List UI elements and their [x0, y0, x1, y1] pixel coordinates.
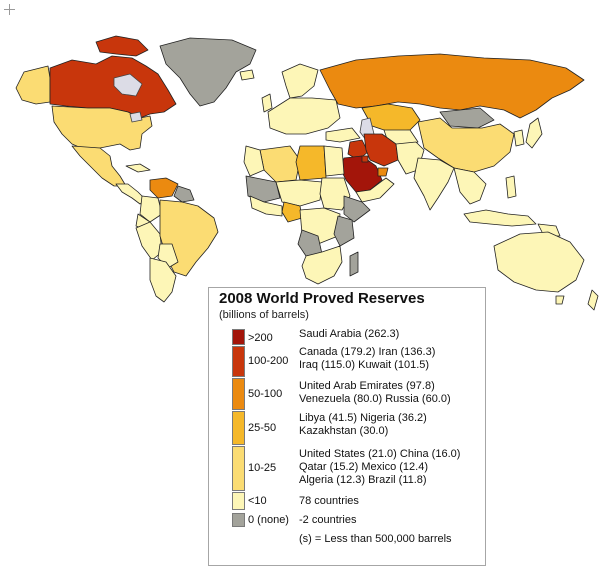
legend-country-line: Venezuela (80.0) Russia (60.0) [299, 393, 451, 405]
legend-countries: Libya (41.5) Nigeria (36.2) Kazakhstan (… [299, 412, 427, 438]
region-chad-niger [275, 179, 323, 207]
region-sahel-west [245, 175, 281, 203]
region-indonesia [463, 209, 537, 227]
legend-range: 50-100 [248, 388, 283, 400]
legend-countries: Saudi Arabia (262.3) [299, 328, 399, 341]
legend-swatch [232, 378, 245, 410]
region-greenland [159, 37, 257, 107]
region-iceland [239, 69, 255, 81]
region-peru [135, 221, 163, 261]
legend-range: 25-50 [248, 422, 277, 434]
legend-country-line: Saudi Arabia (262.3) [299, 328, 400, 340]
legend: 2008 World Proved Reserves (billions of … [208, 287, 486, 566]
region-scandinavia [281, 63, 319, 99]
legend-country-line: United States (21.0) China (16.0) [299, 448, 461, 460]
legend-range: <10 [248, 495, 267, 507]
region-arctic-islands [95, 35, 149, 57]
legend-countries: 78 countries [299, 495, 359, 508]
region-india [413, 157, 455, 211]
legend-range: 0 (none) [248, 514, 289, 526]
legend-country-line: -2 countries [299, 514, 357, 526]
region-russia [319, 53, 585, 119]
region-cuba [125, 163, 151, 173]
region-southeast-asia [453, 167, 487, 205]
region-mexico [71, 145, 127, 187]
region-united-kingdom [261, 93, 273, 113]
region-japan [525, 117, 543, 149]
legend-swatch [232, 411, 245, 445]
region-philippines [505, 175, 517, 199]
region-uae [377, 167, 389, 177]
region-southern-africa [301, 245, 343, 285]
region-turkey [325, 127, 361, 143]
legend-swatch [232, 329, 245, 345]
region-west-africa-coast [249, 195, 283, 217]
legend-countries: -2 countries [299, 514, 356, 527]
region-great-lakes [129, 111, 143, 123]
region-kuwait [361, 155, 369, 163]
region-alaska [15, 65, 51, 105]
region-guianas [173, 185, 195, 203]
legend-countries: United States (21.0) China (16.0) Qatar … [299, 448, 460, 487]
region-argentina-chile [149, 257, 177, 303]
legend-country-line: Algeria (12.3) Brazil (11.8) [299, 474, 427, 486]
region-venezuela [149, 177, 179, 199]
region-europe [267, 97, 341, 135]
region-united-states [51, 105, 153, 151]
region-morocco [243, 145, 265, 177]
legend-countries: Canada (179.2) Iran (136.3) Iraq (115.0)… [299, 346, 435, 372]
legend-range: >200 [248, 332, 273, 344]
legend-swatch [232, 346, 245, 377]
region-new-zealand [587, 289, 599, 311]
region-east-africa [333, 215, 355, 247]
region-colombia [139, 195, 163, 223]
region-libya [295, 145, 327, 181]
legend-range: 10-25 [248, 462, 277, 474]
legend-countries: United Arab Emirates (97.8) Venezuela (8… [299, 380, 451, 406]
region-australia [493, 231, 585, 293]
region-tasmania [555, 295, 565, 305]
region-sudan [319, 177, 351, 211]
region-korea [513, 129, 525, 147]
legend-country-line: Qatar (15.2) Mexico (12.4) [299, 461, 428, 473]
legend-country-line: Libya (41.5) Nigeria (36.2) [299, 412, 427, 424]
legend-country-line: Kazakhstan (30.0) [299, 425, 389, 437]
legend-country-line: Iraq (115.0) Kuwait (101.5) [299, 359, 430, 371]
legend-note: (s) = Less than 500,000 barrels [299, 533, 452, 545]
region-horn-of-africa [343, 195, 371, 223]
legend-country-line: 78 countries [299, 495, 359, 507]
legend-subtitle: (billions of barrels) [219, 309, 309, 321]
legend-country-line: United Arab Emirates (97.8) [299, 380, 435, 392]
region-china [417, 117, 515, 173]
legend-swatch [232, 513, 245, 527]
crosshair-icon [4, 4, 15, 15]
region-madagascar [349, 251, 359, 277]
legend-title: 2008 World Proved Reserves [219, 290, 425, 307]
region-hudson-bay [113, 73, 143, 97]
region-egypt [323, 145, 345, 177]
legend-swatch [232, 446, 245, 491]
region-kazakhstan [361, 103, 421, 133]
region-algeria [259, 145, 301, 183]
legend-swatch [232, 492, 245, 510]
region-mongolia [439, 107, 495, 129]
legend-country-line: Canada (179.2) Iran (136.3) [299, 346, 436, 358]
region-iran [363, 133, 399, 167]
legend-range: 100-200 [248, 355, 289, 367]
